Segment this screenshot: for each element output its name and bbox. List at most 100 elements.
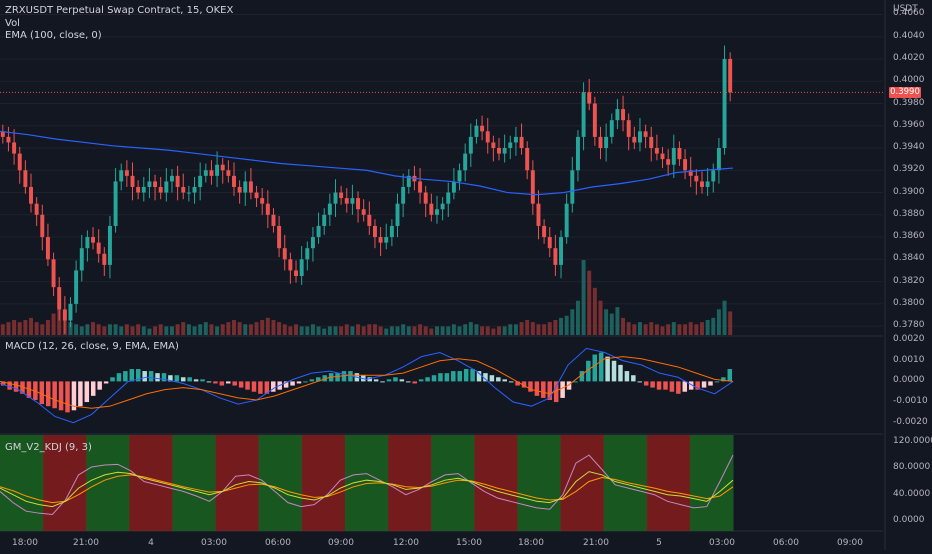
kdj-band <box>689 435 734 531</box>
macd-histogram-bar <box>496 377 501 382</box>
candle-body <box>446 192 451 204</box>
candle-body <box>423 192 428 204</box>
candle-body <box>327 203 332 215</box>
candle-body <box>575 136 580 171</box>
macd-legend: MACD (12, 26, close, 9, EMA, EMA) <box>5 341 179 352</box>
macd-histogram-bar <box>483 373 488 382</box>
volume-bar <box>215 326 220 335</box>
candle-body <box>559 237 564 265</box>
volume-bar <box>683 324 688 335</box>
volume-bar <box>277 322 282 335</box>
candle-body <box>136 186 141 193</box>
volume-bar <box>530 322 535 335</box>
candle-body <box>29 186 33 204</box>
volume-bar <box>248 324 253 335</box>
volume-bar <box>598 300 603 335</box>
macd-histogram-bar <box>438 373 443 382</box>
macd-histogram-bar <box>669 381 675 392</box>
candle-body <box>435 209 439 215</box>
volume-bar <box>130 326 135 335</box>
macd-histogram-bar <box>688 381 694 390</box>
candle-body <box>604 136 609 149</box>
volume-bar <box>423 326 428 335</box>
macd-histogram-bar <box>451 371 456 382</box>
candle-body <box>688 170 693 176</box>
volume-bar <box>384 328 389 335</box>
macd-histogram-bar <box>663 381 668 390</box>
volume-bar <box>564 315 569 335</box>
volume-bar <box>226 322 231 335</box>
candle-body <box>547 237 552 249</box>
candle-body <box>79 248 84 271</box>
macd-histogram-bar <box>560 381 565 398</box>
macd-histogram-bar <box>322 375 327 382</box>
macd-histogram-bar <box>708 381 713 386</box>
macd-histogram-bar <box>373 379 379 382</box>
candle-body <box>671 148 676 165</box>
volume-bar <box>429 328 434 335</box>
volume-bar <box>17 322 22 335</box>
macd-histogram-bar <box>592 354 598 382</box>
time-tick-label: 18:00 <box>12 538 38 548</box>
macd-histogram-bar <box>290 381 295 386</box>
macd-histogram-bar <box>367 377 372 382</box>
candle-body <box>654 148 659 154</box>
candle-body <box>508 142 513 149</box>
macd-histogram-bar <box>84 381 90 403</box>
macd-histogram-bar <box>71 381 77 411</box>
volume-bar <box>40 324 45 335</box>
volume-bar <box>525 320 530 335</box>
candle-body <box>587 92 592 104</box>
candle-body <box>34 203 39 215</box>
volume-bar <box>378 326 383 335</box>
macd-histogram-bar <box>20 381 25 394</box>
volume-bar <box>124 324 129 335</box>
macd-tick-label: 0.0020 <box>893 334 925 345</box>
price-tick-label: 0.3820 <box>893 275 925 286</box>
volume-bar <box>220 324 225 335</box>
candle-body <box>203 170 208 176</box>
macd-histogram-bar <box>251 381 257 392</box>
candle-body <box>243 181 248 193</box>
candle-body <box>384 237 389 243</box>
volume-bar <box>671 322 676 335</box>
volume-bar <box>91 322 96 335</box>
macd-histogram-bar <box>142 371 147 382</box>
price-tick-label: 0.3880 <box>893 208 925 219</box>
volume-bar <box>6 322 11 335</box>
kdj-tick-label: 40.0000 <box>893 488 931 499</box>
macd-histogram-bar <box>521 381 527 388</box>
volume-bar <box>660 326 665 335</box>
macd-histogram-bar <box>637 381 643 383</box>
candle-body <box>683 159 688 171</box>
candle-body <box>248 181 253 193</box>
volume-bar <box>722 300 727 335</box>
macd-histogram-bar <box>618 364 623 382</box>
volume-bar <box>79 326 84 335</box>
volume-bar <box>412 326 417 335</box>
volume-bar <box>643 324 648 335</box>
volume-bar <box>575 300 580 335</box>
candle-body <box>175 175 180 187</box>
macd-line <box>0 347 734 424</box>
macd-histogram-bar <box>650 381 655 388</box>
macd-histogram-bar <box>463 369 469 382</box>
kdj-legend: GM_V2_KDJ (9, 3) <box>5 442 92 453</box>
macd-histogram-bar <box>264 381 270 394</box>
candle-body <box>621 109 626 121</box>
volume-bar <box>85 324 90 335</box>
macd-histogram-bar <box>508 381 514 383</box>
candle-body <box>164 181 169 193</box>
candle-body <box>68 303 73 321</box>
volume-bar <box>485 326 490 335</box>
candle-body <box>107 225 112 265</box>
candle-body <box>592 103 597 137</box>
volume-bar <box>480 326 485 335</box>
macd-histogram-bar <box>695 381 700 390</box>
macd-histogram-bar <box>502 379 507 382</box>
candle-body <box>322 214 327 226</box>
volume-bar <box>57 309 62 335</box>
macd-histogram-bar <box>541 381 546 398</box>
